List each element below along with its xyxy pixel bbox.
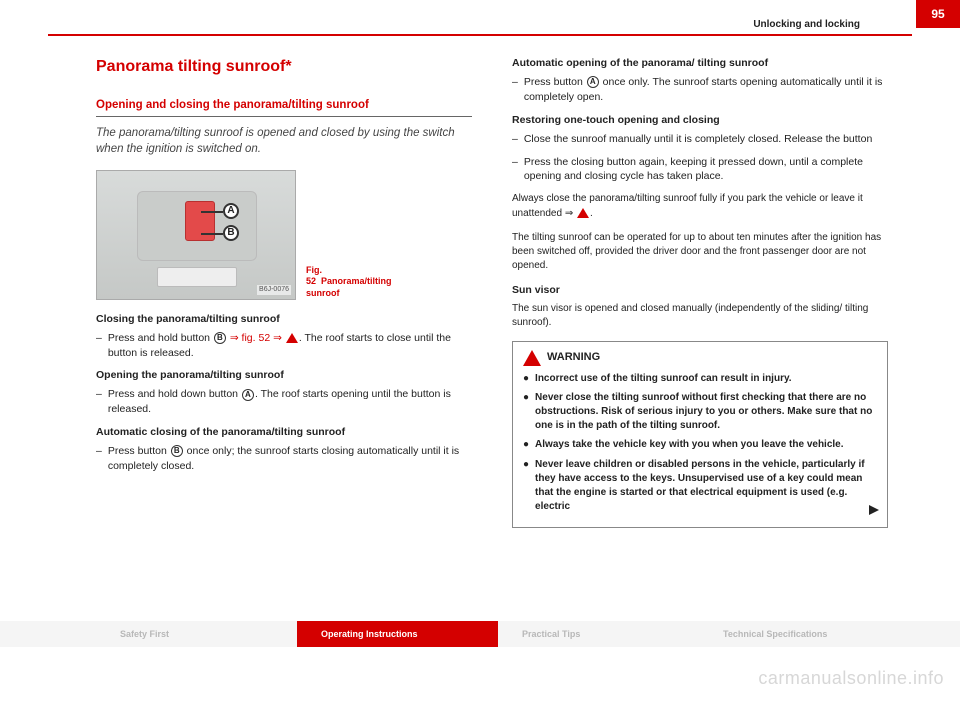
closing-text-1: Press and hold button: [108, 332, 213, 344]
auto-open-step: – Press button A once only. The sunroof …: [512, 75, 888, 105]
chapter-title: Panorama tilting sunroof*: [96, 56, 472, 79]
watermark: carmanualsonline.info: [758, 668, 944, 689]
warning-text-2: Never close the tilting sunroof without …: [535, 391, 877, 434]
footer-tab-practical[interactable]: Practical Tips: [498, 621, 699, 647]
figure-caption-text: Panorama/tilting sunroof: [306, 276, 392, 298]
warning-text-4: Never leave children or disabled persons…: [535, 458, 877, 515]
warning-item: ●Always take the vehicle key with you wh…: [523, 438, 877, 452]
warning-icon: [577, 208, 589, 218]
page-header: Unlocking and locking 95: [48, 0, 912, 36]
auto-close-text-1: Press button: [108, 445, 170, 457]
figure-caption: Fig. 52 Panorama/tilting sunroof: [306, 265, 396, 300]
warning-item: ●Never close the tilting sunroof without…: [523, 391, 877, 434]
button-b-icon: B: [214, 332, 226, 344]
fig-link[interactable]: ⇒ fig. 52: [230, 332, 270, 344]
warning-item: ●Never leave children or disabled person…: [523, 458, 877, 515]
left-column: Panorama tilting sunroof* Opening and cl…: [96, 56, 472, 528]
callout-a-icon: A: [223, 203, 239, 219]
note-ignition: The tilting sunroof can be operated for …: [512, 231, 888, 274]
footer-tab-safety[interactable]: Safety First: [96, 621, 297, 647]
note-park-text: Always close the panorama/tilting sunroo…: [512, 193, 863, 218]
figure-block: A B B6J-0076 Fig. 52 Panorama/tilting su…: [96, 170, 472, 300]
restore-text-1: Close the sunroof manually until it is c…: [524, 132, 872, 147]
sunvisor-text: The sun visor is opened and closed manua…: [512, 302, 888, 330]
warning-icon: [286, 333, 298, 343]
sunvisor-heading: Sun visor: [512, 283, 888, 298]
warning-text-1: Incorrect use of the tilting sunroof can…: [535, 372, 792, 386]
restore-step-2: – Press the closing button again, keepin…: [512, 155, 888, 185]
section-title: Unlocking and locking: [753, 19, 860, 30]
button-b-icon: B: [171, 445, 183, 457]
callout-b-icon: B: [223, 225, 239, 241]
auto-open-heading: Automatic opening of the panorama/ tilti…: [512, 56, 888, 71]
note-park: Always close the panorama/tilting sunroo…: [512, 192, 888, 220]
figure-tag: B6J-0076: [257, 285, 291, 295]
warning-triangle-icon: [523, 350, 541, 366]
restore-text-2: Press the closing button again, keeping …: [524, 155, 888, 185]
warning-box: WARNING ●Incorrect use of the tilting su…: [512, 341, 888, 529]
warning-item: ●Incorrect use of the tilting sunroof ca…: [523, 372, 877, 386]
restore-step-1: – Close the sunroof manually until it is…: [512, 132, 888, 147]
footer-tab-specs[interactable]: Technical Specifications: [699, 621, 900, 647]
warn-link[interactable]: ⇒: [273, 332, 285, 344]
intro-text: The panorama/tilting sunroof is opened a…: [96, 125, 472, 158]
auto-close-step: – Press button B once only; the sunroof …: [96, 444, 472, 474]
figure-caption-ref: Fig. 52: [306, 265, 322, 287]
auto-close-heading: Automatic closing of the panorama/tiltin…: [96, 425, 472, 440]
auto-open-text-1: Press button: [524, 76, 586, 88]
restore-heading: Restoring one-touch opening and closing: [512, 113, 888, 128]
figure-image: A B B6J-0076: [96, 170, 296, 300]
button-a-icon: A: [242, 389, 254, 401]
warning-label: WARNING: [547, 350, 600, 366]
closing-heading: Closing the panorama/tilting sunroof: [96, 312, 472, 327]
page-number-badge: 95: [916, 0, 960, 28]
opening-heading: Opening the panorama/tilting sunroof: [96, 368, 472, 383]
opening-text-1: Press and hold down button: [108, 388, 241, 400]
section-heading: Opening and closing the panorama/tilting…: [96, 97, 472, 117]
closing-step: – Press and hold button B ⇒ fig. 52 ⇒ . …: [96, 331, 472, 361]
content-columns: Panorama tilting sunroof* Opening and cl…: [0, 36, 960, 528]
warning-text-3: Always take the vehicle key with you whe…: [535, 438, 843, 452]
button-a-icon: A: [587, 76, 599, 88]
footer-tab-operating[interactable]: Operating Instructions: [297, 621, 498, 647]
right-column: Automatic opening of the panorama/ tilti…: [512, 56, 888, 528]
footer-tabs: Safety First Operating Instructions Prac…: [0, 621, 960, 647]
opening-step: – Press and hold down button A. The roof…: [96, 387, 472, 417]
